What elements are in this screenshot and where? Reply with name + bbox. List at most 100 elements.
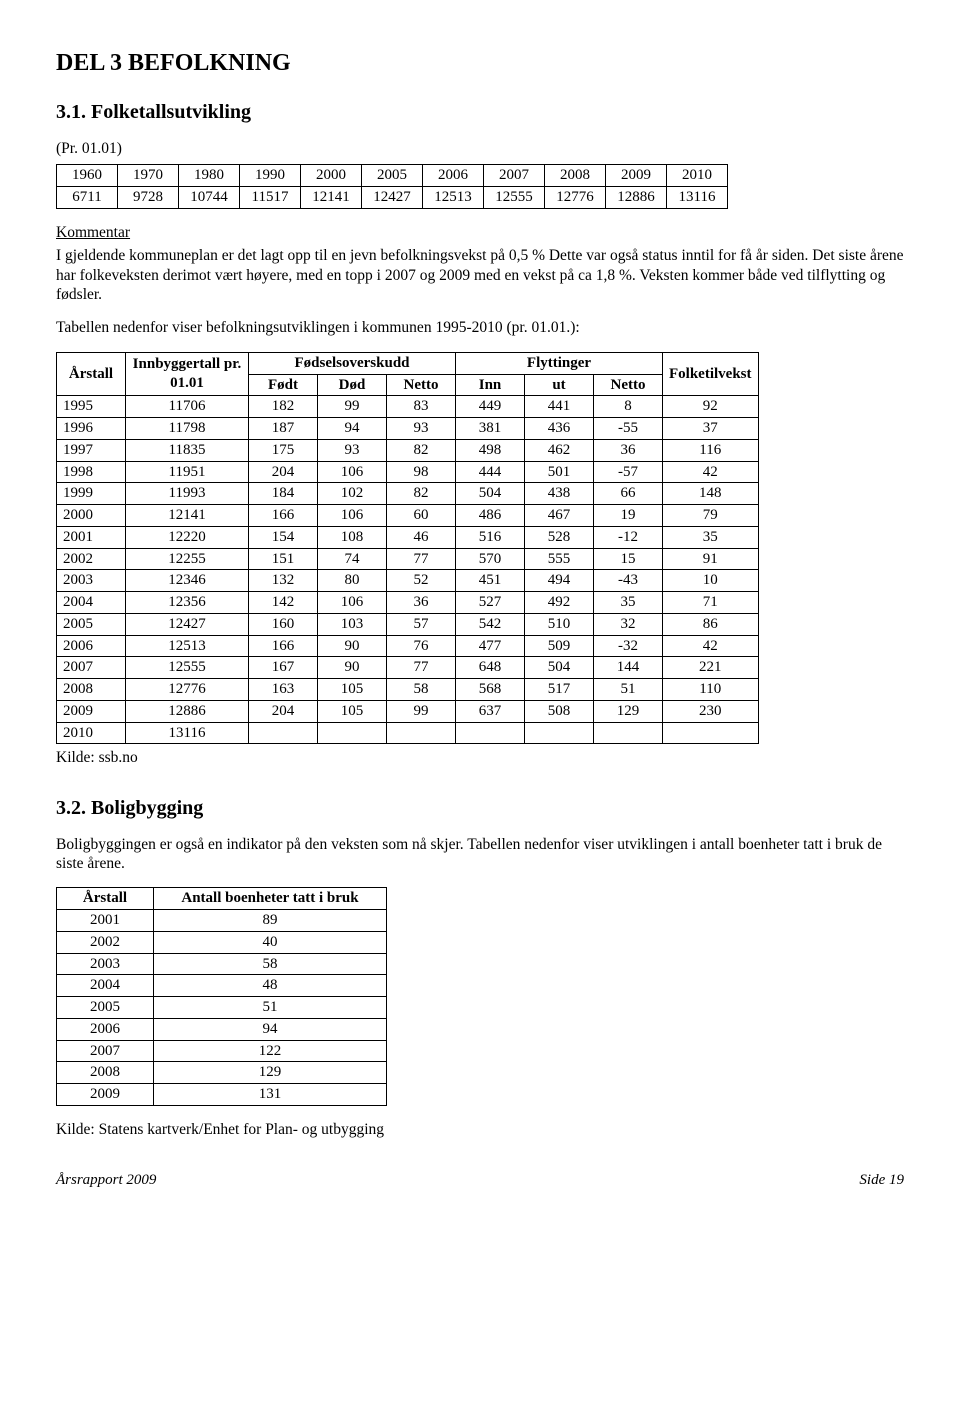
table-cell: 92 — [663, 396, 759, 418]
table-cell: 132 — [249, 570, 318, 592]
col-dod: Død — [318, 374, 387, 396]
pop-history-year: 2005 — [362, 165, 423, 187]
table-row: 200551 — [57, 997, 387, 1019]
table-cell — [594, 722, 663, 744]
table-cell: 2007 — [57, 657, 126, 679]
table-row: 2008127761631055856851751110 — [57, 679, 759, 701]
table-cell: 2001 — [57, 526, 126, 548]
table-cell: 89 — [154, 910, 387, 932]
pop-history-value: 13116 — [667, 187, 728, 209]
page-title: DEL 3 BEFOLKNING — [56, 48, 904, 78]
table-cell: 570 — [456, 548, 525, 570]
col-arstall: Årstall — [57, 352, 126, 396]
table-cell: 154 — [249, 526, 318, 548]
table-cell: 516 — [456, 526, 525, 548]
table-cell: 160 — [249, 613, 318, 635]
table-cell: 510 — [525, 613, 594, 635]
table-row: 200412356142106365274923571 — [57, 592, 759, 614]
table-cell: -43 — [594, 570, 663, 592]
table-cell — [456, 722, 525, 744]
table-cell: 94 — [318, 418, 387, 440]
kommentar-label: Kommentar — [56, 224, 130, 241]
table-cell: 462 — [525, 439, 594, 461]
table-cell: 105 — [318, 679, 387, 701]
table-cell: 517 — [525, 679, 594, 701]
table-cell: 76 — [387, 635, 456, 657]
pop-history-year: 1960 — [57, 165, 118, 187]
table-cell: 116 — [663, 439, 759, 461]
pop-history-year: 1990 — [240, 165, 301, 187]
table-cell: 175 — [249, 439, 318, 461]
table-cell: 99 — [387, 700, 456, 722]
table-row: 20091288620410599637508129230 — [57, 700, 759, 722]
table-cell: 151 — [249, 548, 318, 570]
table-cell: 102 — [318, 483, 387, 505]
col-fodselsoverskudd: Fødselsoverskudd — [249, 352, 456, 374]
table-cell: 48 — [154, 975, 387, 997]
table-cell: 105 — [318, 700, 387, 722]
pop-history-value: 9728 — [118, 187, 179, 209]
table-cell: 93 — [387, 418, 456, 440]
table-cell: 449 — [456, 396, 525, 418]
table-cell: 58 — [387, 679, 456, 701]
col-innbyggertall: Innbyggertall pr. 01.01 — [126, 352, 249, 396]
table-cell: 527 — [456, 592, 525, 614]
col-netto1: Netto — [387, 374, 456, 396]
table-cell: 167 — [249, 657, 318, 679]
table-cell: 1999 — [57, 483, 126, 505]
table-cell: 129 — [154, 1062, 387, 1084]
kilde-kartverk: Kilde: Statens kartverk/Enhet for Plan- … — [56, 1120, 904, 1139]
table-cell: 11993 — [126, 483, 249, 505]
table-cell: 36 — [594, 439, 663, 461]
table-cell: 35 — [594, 592, 663, 614]
table-cell: 182 — [249, 396, 318, 418]
table-cell: 504 — [456, 483, 525, 505]
table-cell: 477 — [456, 635, 525, 657]
table-row: 200012141166106604864671979 — [57, 505, 759, 527]
pop-history-year: 1980 — [179, 165, 240, 187]
table-row: 200512427160103575425103286 — [57, 613, 759, 635]
table-cell: 79 — [663, 505, 759, 527]
table-row: 1995117061829983449441892 — [57, 396, 759, 418]
table-cell: 451 — [456, 570, 525, 592]
table-row: 2006125131669076477509-3242 — [57, 635, 759, 657]
table-cell: 381 — [456, 418, 525, 440]
table-cell: 35 — [663, 526, 759, 548]
table-cell: 436 — [525, 418, 594, 440]
table-cell: 2006 — [57, 635, 126, 657]
col-netto2: Netto — [594, 374, 663, 396]
table-row: 200240 — [57, 931, 387, 953]
pop-history-year: 2007 — [484, 165, 545, 187]
table-cell: 36 — [387, 592, 456, 614]
table-cell: 1996 — [57, 418, 126, 440]
table-cell: 2010 — [57, 722, 126, 744]
table-cell: 32 — [594, 613, 663, 635]
table-cell: 58 — [154, 953, 387, 975]
table-cell: 90 — [318, 635, 387, 657]
table-cell: 82 — [387, 439, 456, 461]
table-cell: 12555 — [126, 657, 249, 679]
table-cell: 2009 — [57, 700, 126, 722]
table-cell: 166 — [249, 635, 318, 657]
table-cell: 51 — [154, 997, 387, 1019]
table-cell: 144 — [594, 657, 663, 679]
table-cell: 90 — [318, 657, 387, 679]
pop-history-value: 12513 — [423, 187, 484, 209]
table-cell: 129 — [594, 700, 663, 722]
table-cell: 1995 — [57, 396, 126, 418]
pop-history-value: 12886 — [606, 187, 667, 209]
table-row: 20021225515174775705551591 — [57, 548, 759, 570]
table-row: 20011222015410846516528-1235 — [57, 526, 759, 548]
table-cell: 2005 — [57, 997, 154, 1019]
pop-history-year: 2008 — [545, 165, 606, 187]
table-cell: 8 — [594, 396, 663, 418]
table-cell: 11835 — [126, 439, 249, 461]
table-cell: 37 — [663, 418, 759, 440]
section-32-heading: 3.2. Boligbygging — [56, 796, 904, 821]
table-cell: 184 — [249, 483, 318, 505]
table-cell: 108 — [318, 526, 387, 548]
table-cell: 504 — [525, 657, 594, 679]
table-cell: 2005 — [57, 613, 126, 635]
table-cell: 77 — [387, 657, 456, 679]
table-cell — [249, 722, 318, 744]
